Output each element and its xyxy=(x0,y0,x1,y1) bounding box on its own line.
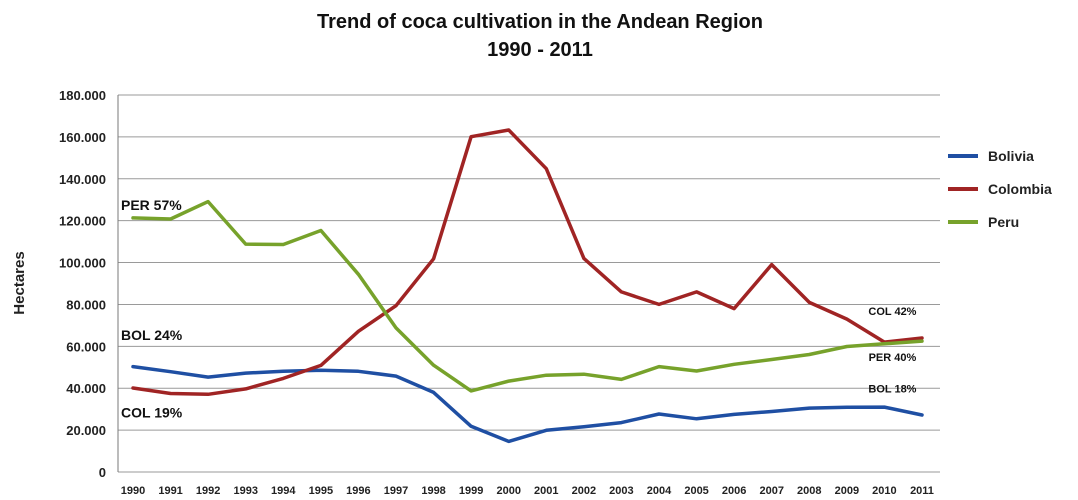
annotation-label: COL 19% xyxy=(121,405,183,421)
y-tick-label: 60.000 xyxy=(66,339,106,354)
y-axis-ticks: 0 20.000 40.000 60.000 80.000 100.000 120.000 1… xyxy=(59,88,106,480)
legend-label: Peru xyxy=(988,214,1019,230)
chart-subtitle: 1990 - 2011 xyxy=(487,39,593,61)
legend-label: Colombia xyxy=(988,181,1052,197)
x-tick-label: 1993 xyxy=(233,485,257,497)
y-tick-label: 20.000 xyxy=(66,423,106,438)
x-tick-label: 2005 xyxy=(684,485,708,497)
annotation-label: COL 42% xyxy=(868,306,916,318)
x-tick-label: 2011 xyxy=(910,485,934,497)
y-tick-label: 160.000 xyxy=(59,130,106,145)
annotation-label: BOL 24% xyxy=(121,327,183,343)
x-tick-label: 2001 xyxy=(534,485,558,497)
x-axis-ticks: 1990 1991 1992 1993 1994 1995 1996 1997 1998 1999… xyxy=(121,485,934,497)
chart-title: Trend of coca cultivation in the Andean … xyxy=(317,11,763,33)
x-tick-label: 1994 xyxy=(271,485,296,497)
x-tick-label: 1999 xyxy=(459,485,483,497)
legend: Bolivia Colombia Peru xyxy=(948,148,1052,230)
x-tick-label: 2003 xyxy=(609,485,633,497)
annotation-label: PER 40% xyxy=(869,352,917,364)
x-tick-label: 2007 xyxy=(759,485,783,497)
x-tick-label: 2009 xyxy=(835,485,859,497)
x-tick-label: 2004 xyxy=(647,485,672,497)
x-tick-label: 2000 xyxy=(496,485,520,497)
y-tick-label: 0 xyxy=(99,465,106,480)
x-tick-label: 2010 xyxy=(872,485,896,497)
x-tick-label: 2008 xyxy=(797,485,821,497)
grid-lines xyxy=(117,94,940,473)
x-tick-label: 1991 xyxy=(158,485,182,497)
y-tick-label: 140.000 xyxy=(59,172,106,187)
series-line-colombia xyxy=(131,128,924,397)
x-tick-label: 1996 xyxy=(346,485,370,497)
x-tick-label: 2006 xyxy=(722,485,746,497)
y-axis-label: Hectares xyxy=(11,251,28,314)
annotation-label: PER 57% xyxy=(121,197,182,213)
y-tick-label: 100.000 xyxy=(59,256,106,271)
y-tick-label: 80.000 xyxy=(66,297,106,312)
series-line-peru xyxy=(131,199,924,393)
x-tick-label: 1995 xyxy=(309,485,333,497)
series-line-bolivia xyxy=(131,364,924,444)
x-tick-label: 2002 xyxy=(572,485,596,497)
series-lines xyxy=(131,128,924,444)
x-tick-label: 1998 xyxy=(421,485,445,497)
legend-label: Bolivia xyxy=(988,148,1034,164)
y-tick-label: 120.000 xyxy=(59,214,106,229)
x-tick-label: 1997 xyxy=(384,485,408,497)
x-tick-label: 1990 xyxy=(121,485,145,497)
y-tick-label: 40.000 xyxy=(66,381,106,396)
annotations: PER 57% BOL 24% COL 19% COL 42% PER 40% BOL 1… xyxy=(121,197,917,420)
y-tick-label: 180.000 xyxy=(59,88,106,103)
annotation-label: BOL 18% xyxy=(868,383,916,395)
x-tick-label: 1992 xyxy=(196,485,220,497)
